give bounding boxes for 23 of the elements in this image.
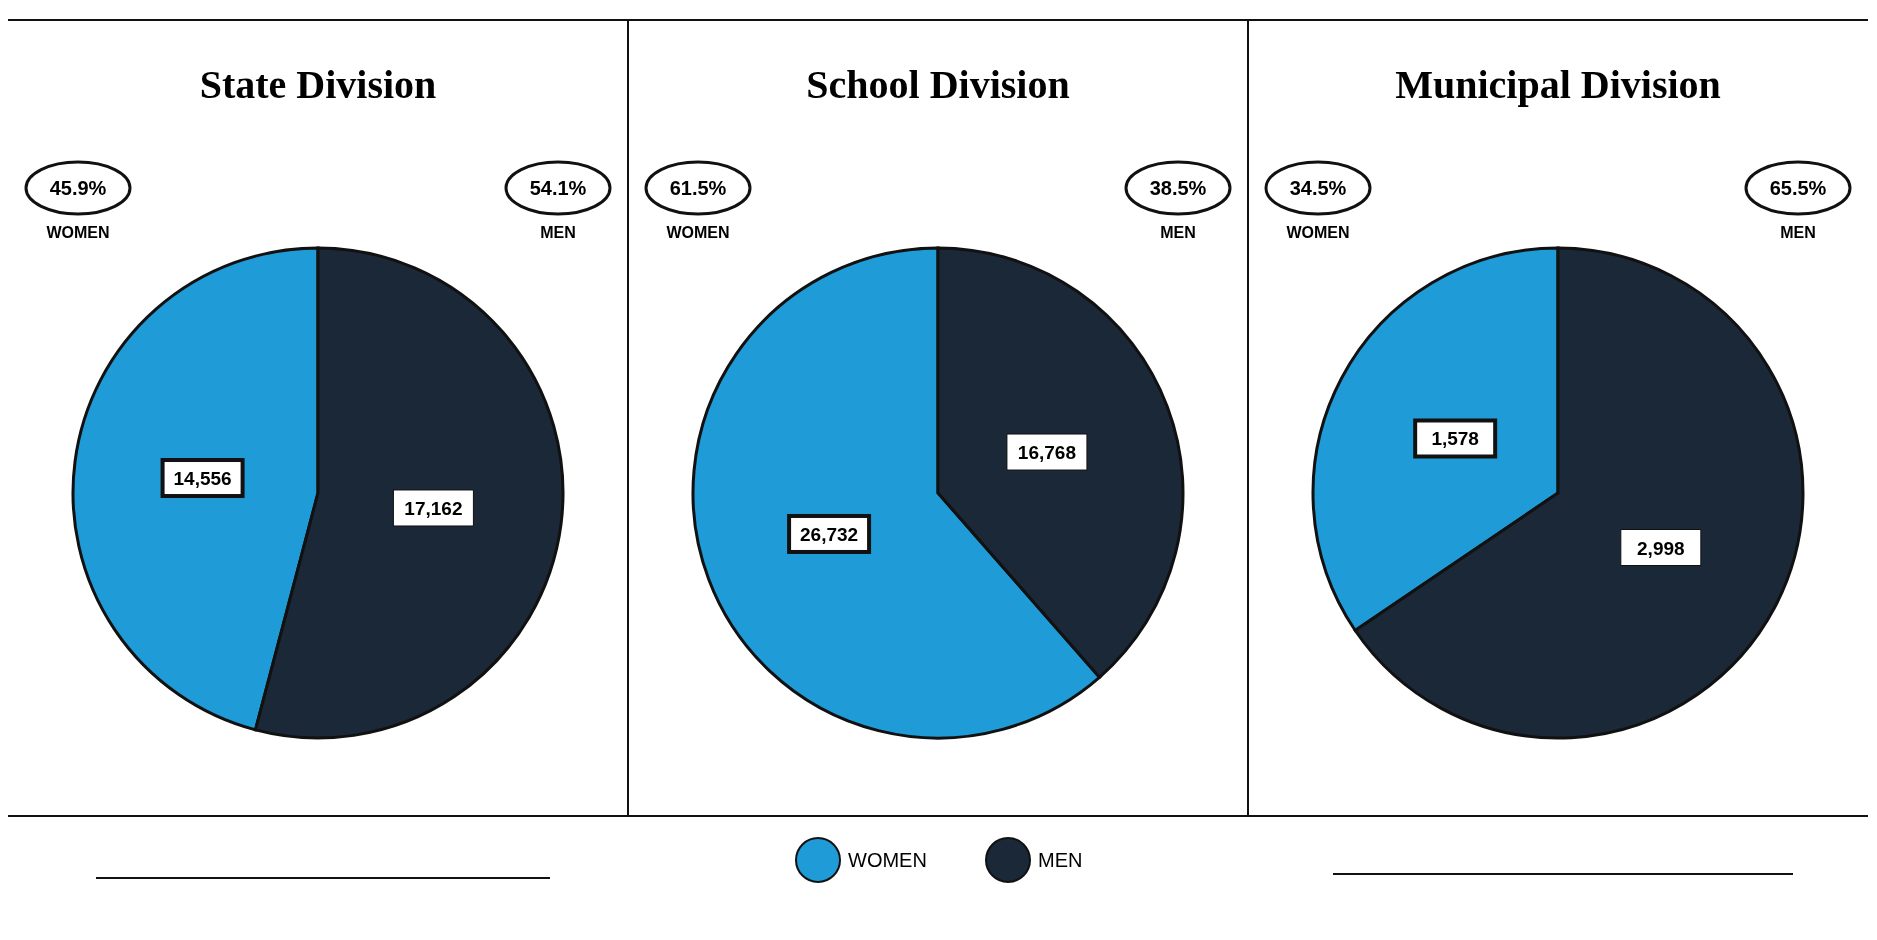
slice-label: WOMEN: [666, 224, 730, 241]
data-label: 1,578: [1431, 428, 1479, 450]
legend-label: MEN: [1038, 849, 1083, 871]
text: 61.5%: [669, 177, 727, 199]
text: 65.5%: [1769, 177, 1827, 199]
slice-label: MEN: [540, 224, 576, 241]
slice-label: WOMEN: [46, 224, 110, 241]
slice-label: MEN: [1780, 224, 1816, 241]
text: 34.5%: [1289, 177, 1347, 199]
chart-title: Municipal Division: [1395, 62, 1721, 107]
legend-label: WOMEN: [848, 849, 927, 871]
text: 45.9%: [49, 177, 107, 199]
data-label: 16,768: [1017, 442, 1076, 464]
slice-label: WOMEN: [1286, 224, 1350, 241]
text: 38.5%: [1149, 177, 1207, 199]
data-label: 17,162: [404, 497, 463, 519]
chart-title: State Division: [199, 62, 437, 107]
data-label: 14,556: [173, 468, 232, 490]
chart-title: School Division: [806, 62, 1070, 107]
data-label: 26,732: [800, 523, 859, 545]
text: 54.1%: [529, 177, 587, 199]
slice-label: MEN: [1160, 224, 1196, 241]
data-label: 2,998: [1637, 537, 1685, 559]
